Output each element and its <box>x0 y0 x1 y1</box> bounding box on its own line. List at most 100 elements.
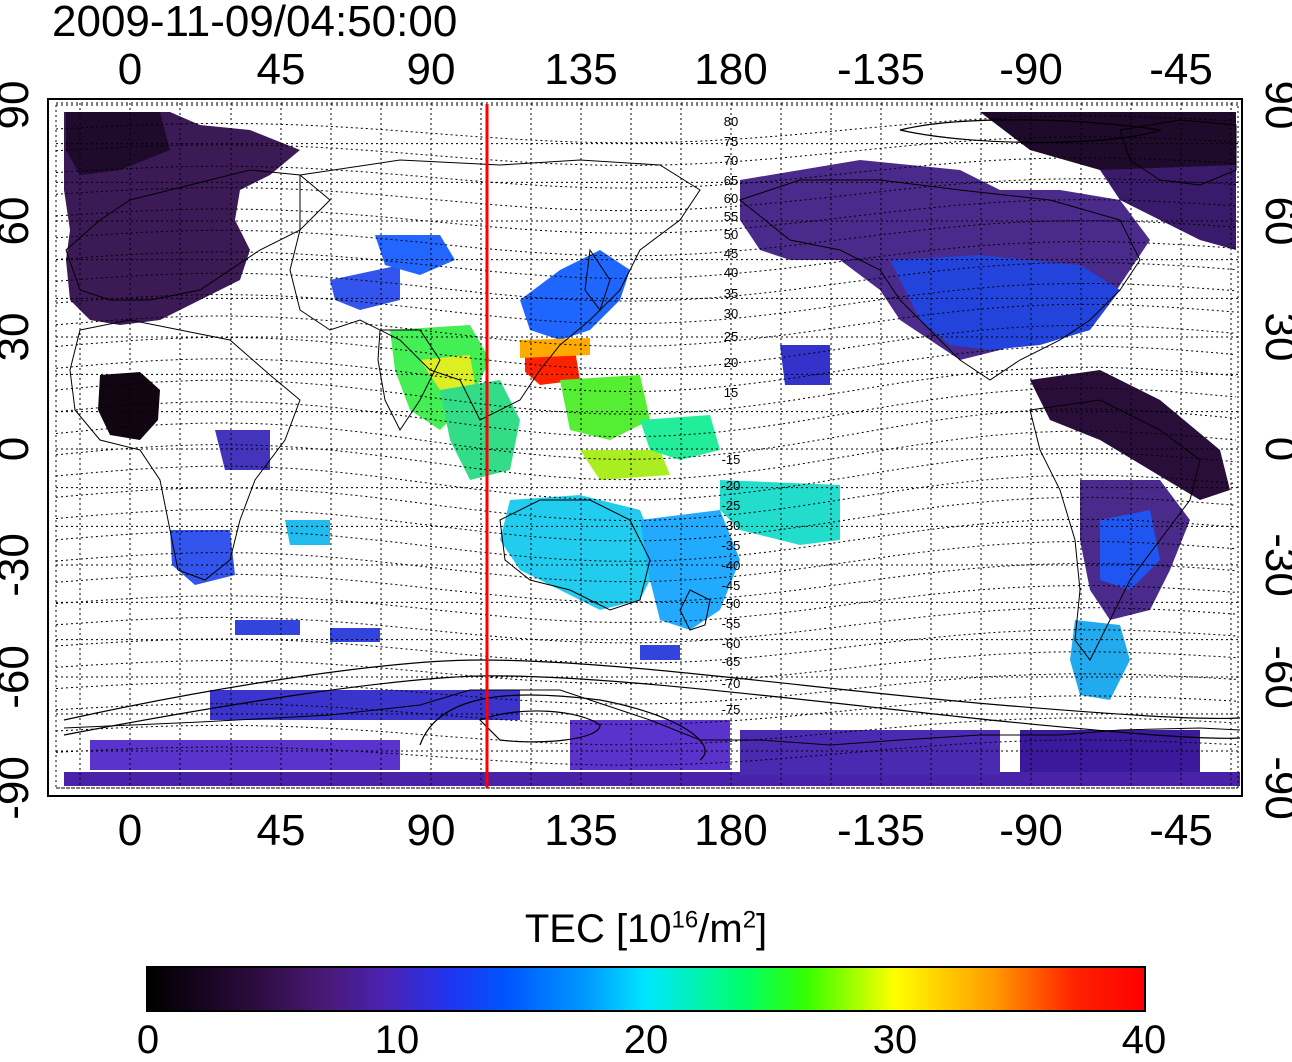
coast-asia <box>289 159 701 421</box>
tec-patch-indochina <box>440 380 520 480</box>
maglat-north-label-10: 30 <box>724 306 738 321</box>
maglat-north-label-2: 70 <box>724 153 738 168</box>
right-lat-label-4: -30 <box>1256 533 1292 597</box>
left-lat-label-6: -90 <box>0 756 38 820</box>
maglat-south-label-12: -75 <box>722 702 741 717</box>
tec-patch-south-pacific <box>720 480 840 545</box>
bottom-lon-label-5: -135 <box>837 806 925 855</box>
right-lat-label-0: 90 <box>1256 81 1292 130</box>
colorbar-tick-4: 40 <box>1121 1018 1167 1062</box>
maglat-north-label-3: 65 <box>724 173 738 188</box>
right-latitude-labels: 90 60 30 0 -30 -60 -90 <box>1256 81 1292 820</box>
coastlines <box>63 119 1241 746</box>
maglat-north-label-6: 50 <box>724 227 738 242</box>
maglat-south-label-11: -70 <box>722 676 741 691</box>
coast-india <box>377 329 441 431</box>
maglat-north-label-11: 25 <box>724 329 738 344</box>
tec-colorbar <box>146 966 1146 1012</box>
colorbar-tick-2: 20 <box>623 1018 669 1062</box>
tec-patch-australia <box>500 495 660 610</box>
coast-antarctica <box>63 689 1241 746</box>
colorbar-title-exponent: 16 <box>671 906 699 934</box>
maglat-south-label-6: -45 <box>722 578 741 593</box>
map-frame <box>47 98 1243 797</box>
coast-africa <box>69 319 301 581</box>
maglat-north-label-0: 80 <box>724 114 738 129</box>
tec-patch-arctic-na <box>980 112 1236 180</box>
coast-nz <box>679 589 711 631</box>
tec-patch-china-japan <box>520 250 630 340</box>
tec-patch-south-america-blue <box>1100 510 1160 590</box>
left-lat-label-0: 90 <box>0 81 38 130</box>
bottom-lon-label-1: 45 <box>257 806 306 855</box>
left-lat-label-4: -30 <box>0 533 38 597</box>
tec-patch-usa-blue <box>890 255 1120 350</box>
tec-patch-patagonia <box>1070 620 1130 700</box>
right-lat-label-3: 0 <box>1256 437 1292 461</box>
top-lon-label-6: -90 <box>999 45 1063 94</box>
tec-patch-china-red <box>525 350 580 385</box>
bottom-lon-label-6: -90 <box>999 806 1063 855</box>
maglat-north-label-12: 20 <box>724 355 738 370</box>
colorbar-title: TEC [1016/m2] <box>0 906 1292 952</box>
top-lon-label-1: 45 <box>257 45 306 94</box>
colorbar-title-prefix: TEC [10 <box>524 907 672 951</box>
right-lat-label-6: -90 <box>1256 756 1292 820</box>
colorbar-tick-0: 0 <box>136 1018 160 1062</box>
coast-greenland <box>1119 119 1237 186</box>
map-inner-frame <box>55 102 1239 789</box>
coast-south-america <box>1029 399 1201 661</box>
maglat-south-label-10: -65 <box>722 654 741 669</box>
tec-patch-africa <box>98 372 160 440</box>
right-lat-label-1: 60 <box>1256 197 1292 246</box>
coast-europe <box>65 169 331 301</box>
bottom-lon-label-7: -45 <box>1149 806 1213 855</box>
lat-lon-grid <box>56 103 1238 789</box>
tec-patch-south-africa <box>170 530 235 585</box>
tec-patch-pacific-green <box>640 415 720 460</box>
tec-patch-indian-ocean <box>215 430 270 470</box>
maglat-south-label-7: -50 <box>722 596 741 611</box>
maglat-south-label-3: -30 <box>722 518 741 533</box>
tec-patch-hawaii <box>780 345 830 385</box>
top-lon-label-0: 0 <box>118 45 142 94</box>
top-lon-label-3: 135 <box>544 45 617 94</box>
maglat-north-label-13: 15 <box>724 385 738 400</box>
magnetic-contours-solid <box>63 119 1241 761</box>
colorbar-title-unit-exponent: 2 <box>742 906 757 934</box>
colorbar-tick-3: 30 <box>872 1018 918 1062</box>
bottom-lon-label-0: 0 <box>118 806 142 855</box>
bottom-lon-label-4: 180 <box>694 806 767 855</box>
maglat-south-label-0: -15 <box>722 452 741 467</box>
tec-patch-kerguelen <box>330 628 380 642</box>
maglat-north-label-4: 60 <box>724 191 738 206</box>
coast-japan <box>584 248 611 312</box>
maglat-north-label-9: 35 <box>724 286 738 301</box>
coast-australia <box>499 499 651 611</box>
magnetic-latitude-contours <box>55 115 1237 766</box>
left-lat-label-3: 0 <box>0 437 38 461</box>
tec-patch-india-yellow <box>420 355 475 390</box>
tec-patch-antarctic-west <box>90 740 400 770</box>
top-lon-label-5: -135 <box>837 45 925 94</box>
maglat-north-label-7: 45 <box>724 246 738 261</box>
bottom-lon-label-3: 135 <box>544 806 617 855</box>
maglat-south-label-4: -35 <box>722 538 741 553</box>
colorbar-tick-1: 10 <box>374 1018 420 1062</box>
left-latitude-labels: 90 60 30 0 -30 -60 -90 <box>0 81 38 820</box>
maglat-north-label-8: 40 <box>724 265 738 280</box>
right-lat-label-2: 30 <box>1256 313 1292 362</box>
top-lon-label-2: 90 <box>407 45 456 94</box>
bottom-lon-label-2: 90 <box>407 806 456 855</box>
maglat-north-label-1: 75 <box>724 134 738 149</box>
tec-patch-siberia <box>375 235 455 275</box>
maglat-south-label-2: -25 <box>722 498 741 513</box>
right-lat-label-5: -60 <box>1256 645 1292 709</box>
magnetic-latitude-labels: 80 75 70 65 60 55 50 45 40 35 30 25 20 15 -15 -20 -25 -30… <box>722 114 741 717</box>
maglat-south-label-8: -55 <box>722 616 741 631</box>
left-lat-label-5: -60 <box>0 645 38 709</box>
tec-patch-antarctic-east <box>740 730 1000 775</box>
maglat-north-label-5: 55 <box>724 209 738 224</box>
tec-patch-south-indian <box>235 620 300 635</box>
